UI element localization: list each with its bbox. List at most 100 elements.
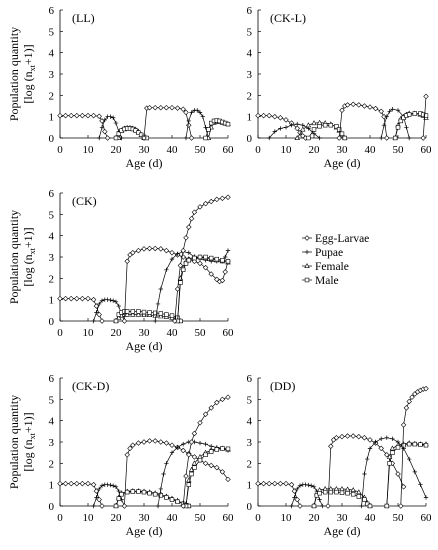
point-marker-diamond — [328, 443, 334, 449]
point-marker-square — [113, 135, 119, 141]
point-marker-diamond — [146, 438, 153, 444]
point-marker-triangle — [146, 312, 153, 318]
point-marker-square — [203, 452, 208, 457]
x-tick-label: 0 — [57, 144, 63, 156]
x-tick-label: 20 — [111, 327, 123, 339]
point-marker-diamond — [325, 503, 331, 509]
y-tick-label: 5 — [49, 209, 55, 221]
series-line — [177, 256, 229, 322]
point-marker-plus — [423, 495, 429, 500]
point-marker-plus — [181, 441, 186, 447]
point-marker-diamond — [177, 262, 184, 269]
point-marker-square — [119, 492, 124, 497]
point-marker-plus — [289, 503, 294, 509]
point-marker-plus — [111, 115, 116, 120]
point-marker-triangle — [316, 119, 323, 125]
point-marker-square — [164, 312, 169, 317]
series-egg-larvae — [57, 112, 111, 141]
point-marker-plus — [407, 456, 412, 462]
x-tick-label: 20 — [111, 512, 123, 524]
point-marker-plus — [155, 301, 161, 307]
x-tick-label: 10 — [83, 327, 95, 339]
x-tick-label: 10 — [281, 512, 293, 524]
point-marker-plus — [164, 267, 169, 272]
point-marker-square — [189, 471, 194, 477]
point-marker-diamond — [146, 245, 153, 252]
point-marker-square — [209, 255, 214, 261]
point-marker-square — [342, 135, 347, 141]
point-marker-plus — [304, 249, 310, 255]
point-marker-diamond — [378, 445, 384, 452]
series-egg-larvae — [255, 480, 303, 509]
point-marker-plus — [390, 107, 395, 112]
series-egg-larvae — [420, 93, 429, 141]
point-marker-diamond — [202, 460, 209, 467]
series-line — [60, 298, 103, 322]
point-marker-triangle — [124, 311, 130, 317]
x-axis-label: Age (d) — [324, 524, 361, 538]
y-tick-label: 3 — [49, 252, 55, 264]
point-marker-diamond — [135, 440, 142, 446]
y-tick-label: 6 — [247, 373, 253, 385]
point-marker-plus — [169, 256, 175, 262]
point-marker-square — [175, 499, 180, 504]
point-marker-plus — [97, 486, 102, 492]
y-axis-label-line2: [log (nxt+1)] — [21, 227, 37, 286]
point-marker-plus — [195, 108, 200, 113]
point-marker-square — [356, 494, 361, 499]
point-marker-square — [141, 489, 147, 495]
point-marker-diamond — [208, 271, 214, 277]
point-marker-plus — [99, 125, 105, 130]
point-marker-diamond — [225, 476, 231, 483]
point-marker-diamond — [372, 105, 379, 112]
point-marker-square — [334, 489, 339, 495]
y-tick-label: 2 — [49, 90, 55, 102]
point-marker-diamond — [130, 442, 136, 448]
point-marker-square — [423, 113, 429, 118]
point-marker-plus — [223, 254, 228, 260]
point-marker-square — [203, 135, 208, 141]
series-male — [175, 254, 231, 324]
panel-title: (CK-D) — [72, 379, 109, 393]
series-male — [392, 111, 429, 141]
x-tick-label: 40 — [365, 144, 377, 156]
point-marker-diamond — [191, 430, 198, 437]
point-marker-diamond — [79, 112, 86, 119]
point-marker-square — [158, 311, 163, 316]
legend-label: Egg-Larvae — [315, 233, 369, 245]
point-marker-diamond — [214, 399, 220, 406]
point-marker-square — [395, 125, 401, 130]
point-marker-diamond — [384, 452, 390, 458]
x-tick-label: 20 — [309, 512, 321, 524]
point-marker-plus — [278, 126, 283, 131]
point-marker-plus — [116, 488, 121, 494]
point-marker-triangle — [191, 460, 198, 466]
point-marker-diamond — [300, 133, 306, 139]
point-marker-diamond — [68, 295, 74, 302]
point-marker-diamond — [99, 318, 105, 324]
x-tick-label: 50 — [195, 512, 207, 524]
y-axis-label-line2: [log (nxt+1)] — [21, 412, 37, 471]
point-marker-diamond — [381, 113, 387, 120]
point-marker-square — [311, 503, 317, 509]
legend: Egg-Larvae Pupae Female Male — [302, 233, 369, 287]
series-line — [338, 103, 388, 139]
point-marker-diamond — [403, 405, 410, 411]
point-marker-plus — [289, 123, 294, 128]
x-tick-label: 60 — [223, 144, 235, 156]
point-marker-square — [183, 261, 189, 266]
x-tick-label: 60 — [421, 512, 433, 524]
point-marker-diamond — [96, 311, 102, 318]
x-tick-label: 50 — [393, 512, 405, 524]
point-marker-diamond — [186, 224, 192, 230]
series-line — [154, 250, 229, 322]
point-marker-square — [345, 490, 350, 496]
point-marker-diamond — [180, 447, 186, 454]
point-marker-square — [116, 131, 122, 136]
panel-title: (CK) — [72, 194, 97, 208]
point-marker-diamond — [74, 295, 80, 302]
x-tick-label: 40 — [167, 512, 179, 524]
point-marker-plus — [295, 486, 300, 492]
y-tick-label: 3 — [49, 437, 55, 449]
